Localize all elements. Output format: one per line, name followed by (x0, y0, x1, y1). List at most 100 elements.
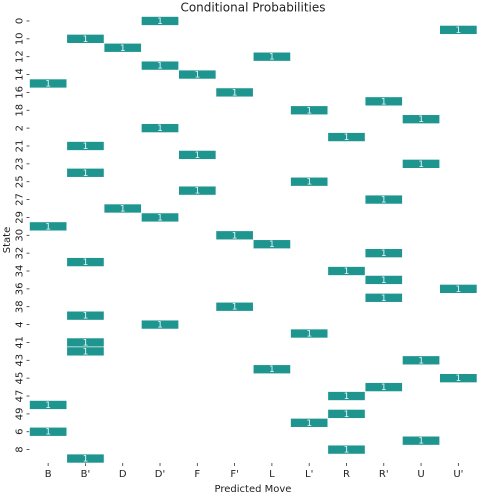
cell-label: 1 (306, 178, 312, 188)
x-tick-label: B' (81, 469, 91, 480)
y-tick-label: 25 (15, 175, 26, 188)
y-tick-label: 41 (15, 336, 26, 349)
y-axis-label: State (2, 227, 13, 253)
x-tick-label: D' (155, 469, 165, 480)
y-tick-label: 27 (15, 193, 26, 206)
y-tick-label: 49 (15, 408, 26, 421)
heat-cell (327, 409, 366, 419)
cell-label: 1 (194, 151, 200, 161)
chart-title: Conditional Probabilities (180, 1, 325, 15)
x-axis-label: Predicted Move (215, 484, 292, 495)
y-tick-label: 38 (15, 300, 26, 313)
heat-cell (252, 51, 291, 62)
heat-cell (252, 239, 291, 249)
heat-cell (364, 275, 403, 285)
heat-cell (141, 123, 179, 133)
heat-cell (402, 355, 441, 366)
heat-cell (178, 150, 217, 160)
cell-label: 1 (83, 312, 89, 322)
cell-label: 1 (381, 196, 387, 206)
cell-label: 1 (157, 213, 163, 223)
heat-cell (66, 168, 105, 178)
heat-cell (141, 60, 179, 71)
cell-label: 1 (381, 249, 387, 259)
cell-label: 1 (45, 428, 51, 438)
cell-label: 1 (83, 142, 89, 152)
y-tick-label: 23 (15, 157, 26, 170)
heat-cell (439, 25, 478, 35)
cell-label: 1 (83, 35, 89, 45)
cell-label: 1 (418, 160, 424, 170)
y-tick-label: 29 (15, 211, 26, 224)
heat-cell (178, 185, 217, 196)
heat-cell (402, 435, 441, 446)
cell-label: 1 (194, 71, 200, 81)
cell-label: 1 (120, 204, 126, 214)
cell-label: 1 (344, 392, 350, 402)
cell-label: 1 (306, 330, 312, 340)
cell-label: 1 (269, 240, 275, 250)
cell-label: 1 (45, 79, 51, 89)
cell-label: 1 (120, 44, 126, 54)
y-tick-label: 6 (15, 429, 26, 435)
cell-label: 1 (381, 97, 387, 107)
y-tick-label: 34 (15, 265, 26, 278)
y-tick-label: 43 (15, 354, 26, 367)
cell-label: 1 (455, 26, 461, 36)
x-tick-label: U' (453, 469, 463, 480)
heat-cell (439, 373, 478, 383)
cell-label: 1 (157, 17, 163, 27)
heat-cell (103, 203, 142, 214)
x-tick-label: U (417, 469, 424, 480)
heat-cell (29, 426, 68, 437)
y-tick-label: 16 (15, 86, 26, 99)
cell-label: 1 (344, 133, 350, 143)
cell-label: 1 (418, 115, 424, 125)
heat-cell (215, 87, 254, 98)
cell-label: 1 (232, 303, 238, 313)
cell-label: 1 (344, 410, 350, 420)
y-tick-label: 0 (15, 18, 26, 24)
x-tick-label: L' (305, 469, 313, 480)
y-tick-label: 45 (15, 372, 26, 385)
heat-cell (252, 364, 291, 374)
heat-cell (141, 16, 179, 26)
cell-label: 1 (381, 294, 387, 304)
heat-cell (66, 34, 105, 44)
cell-label: 1 (269, 53, 275, 63)
y-tick-label: 10 (15, 32, 26, 45)
y-tick-label: 47 (15, 390, 26, 403)
heat-cell (29, 400, 68, 410)
cell-label: 1 (157, 321, 163, 331)
heat-cell (178, 69, 217, 80)
heat-cell (66, 310, 105, 321)
heat-cell (66, 141, 105, 151)
cell-label: 1 (83, 258, 89, 268)
cell-label: 1 (157, 124, 163, 134)
x-tick-label: F (194, 469, 200, 480)
y-tick-label: 12 (15, 50, 26, 63)
cell-label: 1 (418, 437, 424, 447)
y-tick-label: 2 (15, 125, 26, 131)
cell-label: 1 (232, 231, 238, 241)
cell-label: 1 (157, 62, 163, 72)
heat-cell (290, 328, 329, 339)
x-tick-label: R' (379, 469, 389, 480)
heat-cell (290, 105, 329, 116)
cell-label: 1 (418, 356, 424, 366)
cell-label: 1 (306, 106, 312, 116)
y-tick-label: 18 (15, 104, 26, 117)
heat-cell (327, 391, 366, 401)
cell-label: 1 (83, 338, 89, 348)
heat-cell (66, 453, 105, 464)
heat-cell (364, 382, 403, 392)
cell-label: 1 (344, 446, 350, 456)
heat-cell (364, 293, 403, 303)
cell-label: 1 (381, 383, 387, 393)
heat-cell (103, 42, 142, 53)
y-tick-label: 8 (15, 446, 26, 452)
heat-cell (215, 301, 254, 312)
heat-cell (290, 418, 329, 428)
heat-cell (402, 114, 441, 124)
